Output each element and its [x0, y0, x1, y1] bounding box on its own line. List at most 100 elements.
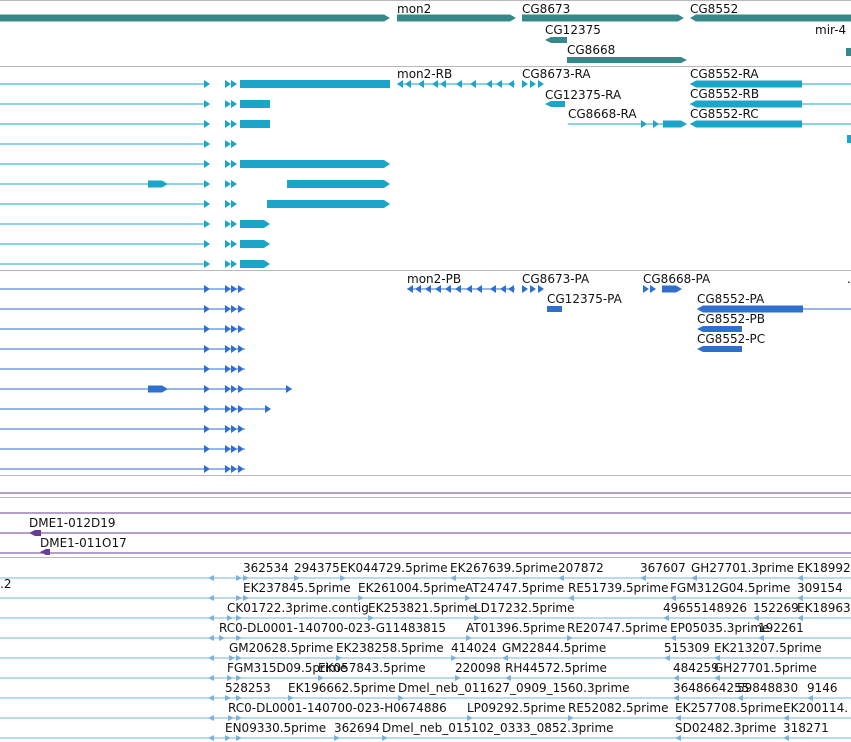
protein-segment[interactable] [522, 285, 528, 293]
transcript-exon[interactable] [231, 100, 237, 108]
transcript-exon[interactable] [641, 120, 647, 128]
protein-segment[interactable] [204, 385, 210, 393]
transcript-exon[interactable] [432, 80, 438, 88]
est-feature[interactable] [558, 575, 564, 581]
transcript-exon[interactable] [496, 80, 502, 88]
protein-segment[interactable] [204, 445, 210, 453]
transcript-exon[interactable] [522, 80, 528, 88]
transcript-exon[interactable] [204, 260, 210, 268]
protein-segment[interactable] [225, 325, 231, 333]
protein-segment[interactable] [662, 285, 682, 293]
protein-segment[interactable] [231, 305, 237, 313]
gene-feature-mon2-left[interactable] [0, 14, 390, 22]
est-feature[interactable] [451, 655, 457, 661]
protein-segment[interactable] [204, 365, 210, 373]
transcript-exon[interactable] [231, 260, 237, 268]
est-feature[interactable] [797, 615, 803, 621]
protein-segment[interactable] [204, 465, 210, 473]
protein-segment[interactable] [697, 326, 742, 332]
est-feature[interactable] [465, 595, 471, 601]
est-feature[interactable] [358, 595, 364, 601]
transcript-exon[interactable] [231, 200, 237, 208]
est-feature[interactable] [797, 595, 803, 601]
est-feature[interactable] [208, 595, 214, 601]
protein-segment[interactable] [697, 305, 803, 313]
transcript-exon[interactable] [204, 200, 210, 208]
protein-segment[interactable] [231, 425, 237, 433]
est-feature[interactable] [318, 675, 324, 681]
est-feature[interactable] [450, 575, 456, 581]
transcript-exon[interactable] [470, 80, 476, 88]
protein-segment[interactable] [643, 285, 649, 293]
transcript-exon[interactable] [397, 80, 403, 88]
transcript-exon[interactable] [225, 120, 231, 128]
est-feature[interactable] [208, 675, 214, 681]
protein-segment[interactable] [148, 385, 168, 393]
est-feature[interactable] [208, 735, 214, 741]
protein-segment[interactable] [231, 465, 237, 473]
protein-segment[interactable] [490, 285, 496, 293]
protein-segment[interactable] [286, 385, 292, 393]
protein-segment[interactable] [231, 345, 237, 353]
protein-segment[interactable] [225, 285, 231, 293]
transcript-exon[interactable] [231, 160, 237, 168]
est-feature[interactable] [675, 715, 681, 721]
est-feature[interactable] [797, 575, 803, 581]
protein-segment[interactable] [238, 385, 244, 393]
protein-segment[interactable] [231, 405, 237, 413]
est-feature[interactable] [288, 695, 294, 701]
transcript-exon[interactable] [204, 180, 210, 188]
est-feature[interactable] [568, 715, 574, 721]
protein-segment[interactable] [547, 306, 562, 312]
est-feature[interactable] [567, 635, 573, 641]
protein-segment[interactable] [415, 285, 421, 293]
transcript-exon[interactable] [231, 180, 237, 188]
est-feature[interactable] [466, 635, 472, 641]
gene-feature-cg8673[interactable] [522, 14, 684, 22]
protein-segment[interactable] [455, 285, 461, 293]
est-feature[interactable] [236, 675, 242, 681]
est-feature[interactable] [691, 575, 697, 581]
protein-segment[interactable] [225, 445, 231, 453]
transcript-exon[interactable] [240, 220, 270, 228]
protein-segment[interactable] [225, 305, 231, 313]
protein-segment[interactable] [407, 285, 413, 293]
est-feature[interactable] [673, 675, 679, 681]
est-feature[interactable] [236, 575, 242, 581]
est-feature[interactable] [368, 615, 374, 621]
est-feature[interactable] [640, 575, 646, 581]
est-feature[interactable] [467, 715, 473, 721]
gene-feature-cg8668[interactable] [567, 57, 687, 63]
protein-segment[interactable] [697, 346, 742, 352]
est-feature[interactable] [227, 675, 233, 681]
transcript-exon[interactable] [204, 80, 210, 88]
transcript-exon[interactable] [486, 80, 492, 88]
transcript-exon[interactable] [231, 240, 237, 248]
transcript-exon[interactable] [240, 80, 390, 88]
est-feature[interactable] [673, 695, 679, 701]
transcript-exon[interactable] [240, 100, 270, 108]
transcript-exon[interactable] [663, 120, 687, 128]
protein-segment[interactable] [500, 285, 506, 293]
protein-segment[interactable] [238, 425, 244, 433]
transcript-exon[interactable] [267, 200, 390, 208]
transcript-exon[interactable] [225, 80, 231, 88]
transcript-exon[interactable] [690, 80, 802, 88]
transcript-exon[interactable] [225, 260, 231, 268]
est-feature[interactable] [236, 655, 242, 661]
transcript-exon[interactable] [231, 140, 237, 148]
est-feature[interactable] [243, 595, 249, 601]
transcript-exon[interactable] [231, 220, 237, 228]
protein-segment[interactable] [204, 345, 210, 353]
protein-segment[interactable] [225, 425, 231, 433]
gene-feature-cg12375[interactable] [545, 37, 567, 43]
est-feature[interactable] [340, 575, 346, 581]
est-feature[interactable] [208, 575, 214, 581]
est-feature[interactable] [568, 595, 574, 601]
protein-segment[interactable] [466, 285, 472, 293]
protein-segment[interactable] [231, 285, 237, 293]
est-feature[interactable] [670, 595, 676, 601]
est-feature[interactable] [334, 735, 340, 741]
est-feature[interactable] [753, 615, 759, 621]
est-feature[interactable] [807, 695, 813, 701]
